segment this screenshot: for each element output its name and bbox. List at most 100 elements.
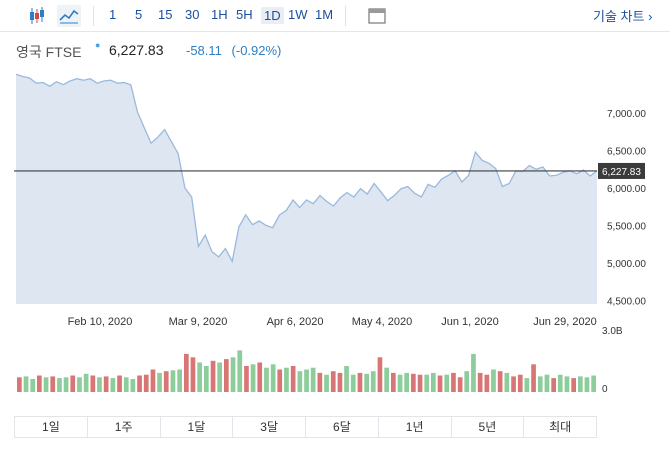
timeframe-1d[interactable]: 1D: [261, 7, 284, 24]
volume-bar: [270, 364, 276, 392]
volume-bar: [63, 377, 69, 392]
volume-bar: [484, 374, 490, 392]
volume-bar: [571, 378, 576, 392]
range-3m[interactable]: 3달: [233, 417, 306, 437]
candlestick-icon[interactable]: [25, 5, 49, 27]
technical-chart-link[interactable]: 기술 차트 ›: [593, 9, 653, 24]
volume-bar: [377, 357, 383, 392]
volume-bar: [237, 350, 243, 392]
timeframe-15[interactable]: 15: [158, 7, 173, 22]
volume-bar: [177, 369, 182, 392]
volume-bar: [250, 364, 256, 392]
volume-bar: [551, 378, 556, 392]
volume-bar: [391, 372, 396, 392]
volume-bar: [517, 374, 523, 392]
y-tick-label: 6,500.00: [607, 147, 646, 158]
volume-bar: [437, 375, 443, 392]
volume-bar: [197, 362, 202, 392]
volume-bar: [557, 374, 563, 392]
volume-bar: [578, 376, 583, 392]
volume-bar: [431, 372, 436, 392]
range-max[interactable]: 최대: [549, 420, 572, 434]
volume-bar: [384, 367, 389, 392]
timeframe-1[interactable]: 1: [109, 7, 117, 22]
toolbar-divider: [345, 6, 346, 26]
volume-bar: [90, 375, 96, 392]
x-tick-label: Feb 10, 2020: [68, 316, 133, 328]
range-5y[interactable]: 5년: [452, 417, 525, 437]
timeframe-1m[interactable]: 1M: [315, 7, 334, 22]
volume-bar: [97, 377, 102, 392]
price-change-value: -58.11: [186, 43, 222, 58]
y-tick-label: 5,500.00: [607, 221, 646, 232]
y-tick-label: 7,000.00: [607, 109, 646, 120]
volume-bar: [210, 360, 216, 392]
volume-bar: [23, 376, 29, 392]
timeframe-5[interactable]: 5: [135, 7, 143, 22]
volume-bar: [244, 366, 249, 392]
range-selector: 1일 1주 1달 3달 6달 1년 5년 최대: [14, 416, 597, 438]
range-6m[interactable]: 6달: [306, 417, 379, 437]
volume-bar: [397, 374, 403, 392]
volume-bar: [344, 366, 349, 392]
volume-bar: [411, 373, 416, 392]
volume-bar: [143, 374, 149, 392]
price-change: -58.11 (-0.92%): [186, 43, 281, 58]
x-tick-label: May 4, 2020: [352, 316, 413, 328]
range-1m[interactable]: 1달: [161, 417, 234, 437]
volume-bar: [357, 372, 363, 392]
volume-bar: [497, 371, 503, 392]
volume-bar: [184, 353, 189, 392]
range-1d[interactable]: 1일: [15, 417, 88, 437]
volume-bar: [471, 353, 476, 392]
volume-bar: [511, 376, 516, 392]
volume-bar: [170, 370, 176, 392]
volume-bar: [417, 374, 423, 392]
layout-icon[interactable]: [365, 5, 389, 27]
x-tick-label: Mar 9, 2020: [169, 316, 228, 328]
range-1w[interactable]: 1주: [88, 417, 161, 437]
price-chart[interactable]: Investing.com 7,000.006,500.006,000.005,…: [0, 62, 670, 412]
timeframe-1w[interactable]: 1W: [288, 7, 308, 22]
volume-bar: [537, 376, 543, 392]
volume-bar: [204, 366, 209, 392]
line-chart-icon[interactable]: [57, 5, 81, 27]
last-price-tag: [598, 162, 645, 179]
volume-bar: [217, 362, 222, 392]
volume-bar: [157, 372, 162, 392]
volume-bar: [257, 362, 263, 392]
timeframe-5h[interactable]: 5H: [236, 7, 253, 22]
volume-bar: [337, 372, 343, 392]
x-tick-label: Apr 6, 2020: [267, 316, 324, 328]
volume-bar: [591, 375, 596, 392]
volume-bar: [57, 378, 62, 392]
volume-bar: [297, 371, 303, 392]
instrument-name: 영국 FTSE: [16, 44, 82, 60]
volume-axis-zero: 0: [602, 384, 608, 395]
volume-bar: [424, 374, 430, 392]
volume-bar: [531, 364, 536, 392]
volume-bar: [317, 372, 323, 392]
volume-bar: [457, 377, 463, 392]
volume-bar: [544, 374, 550, 392]
volume-bar: [564, 376, 570, 392]
volume-bar: [224, 359, 229, 392]
price-change-percent: (-0.92%): [231, 43, 282, 58]
volume-bar: [350, 374, 356, 392]
timeframe-30[interactable]: 30: [185, 7, 200, 22]
volume-bar: [477, 372, 483, 392]
range-1y[interactable]: 1년: [379, 417, 452, 437]
volume-bar: [464, 371, 470, 392]
volume-bar: [110, 378, 116, 392]
y-tick-label: 4,500.00: [607, 296, 646, 307]
volume-bar: [404, 372, 409, 392]
volume-bar: [451, 372, 456, 392]
volume-bar: [324, 374, 329, 392]
volume-bar: [83, 373, 89, 392]
quote-header: 영국 FTSE ● 6,227.83 -58.11 (-0.92%): [16, 40, 281, 60]
volume-bar: [264, 367, 269, 392]
volume-bar: [150, 369, 156, 392]
last-price-tag-label: 6,227.83: [602, 167, 641, 178]
timeframe-1h[interactable]: 1H: [211, 7, 228, 22]
y-tick-label: 6,000.00: [607, 184, 646, 195]
